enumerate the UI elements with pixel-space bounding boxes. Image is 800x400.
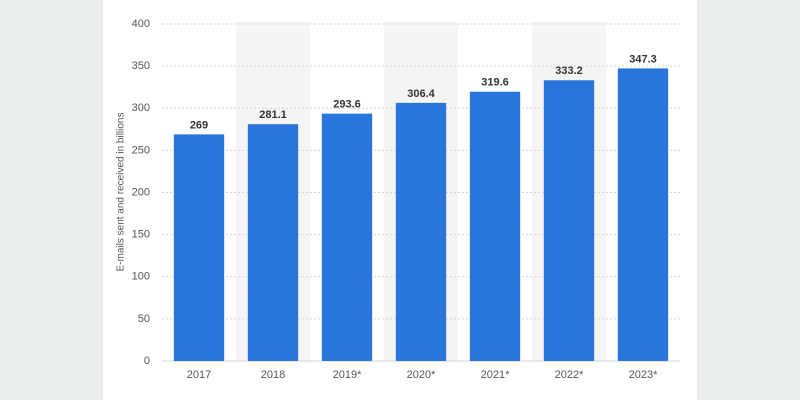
y-axis-label: E-mails sent and received in billions [116, 113, 127, 272]
y-tick-label: 250 [132, 144, 150, 156]
bar [543, 80, 595, 362]
bar [395, 102, 447, 361]
x-tick-label: 2019* [333, 369, 362, 381]
y-tick-label: 300 [132, 102, 150, 114]
value-label: 281.1 [259, 109, 287, 121]
value-label: 293.6 [333, 99, 361, 111]
x-tick-label: 2018 [261, 369, 285, 381]
bar [617, 68, 669, 361]
bar [247, 124, 299, 361]
bar [173, 134, 225, 361]
value-label: 306.4 [407, 88, 435, 100]
value-label: 347.3 [629, 53, 657, 65]
x-tick-label: 2020* [407, 369, 436, 381]
y-tick-label: 50 [138, 313, 150, 325]
value-label: 333.2 [555, 65, 583, 77]
value-label: 269 [190, 119, 208, 131]
bar [469, 91, 521, 361]
x-tick-label: 2021* [481, 369, 510, 381]
y-tick-label: 100 [132, 271, 150, 283]
value-label: 319.6 [481, 77, 509, 89]
y-tick-label: 200 [132, 186, 150, 198]
x-tick-label: 2022* [555, 369, 584, 381]
y-tick-label: 400 [132, 18, 150, 30]
y-tick-label: 350 [132, 60, 150, 72]
y-tick-label: 150 [132, 229, 150, 241]
bar [321, 113, 373, 361]
x-tick-label: 2023* [629, 369, 658, 381]
x-tick-label: 2017 [187, 369, 211, 381]
y-tick-label: 0 [144, 355, 150, 367]
